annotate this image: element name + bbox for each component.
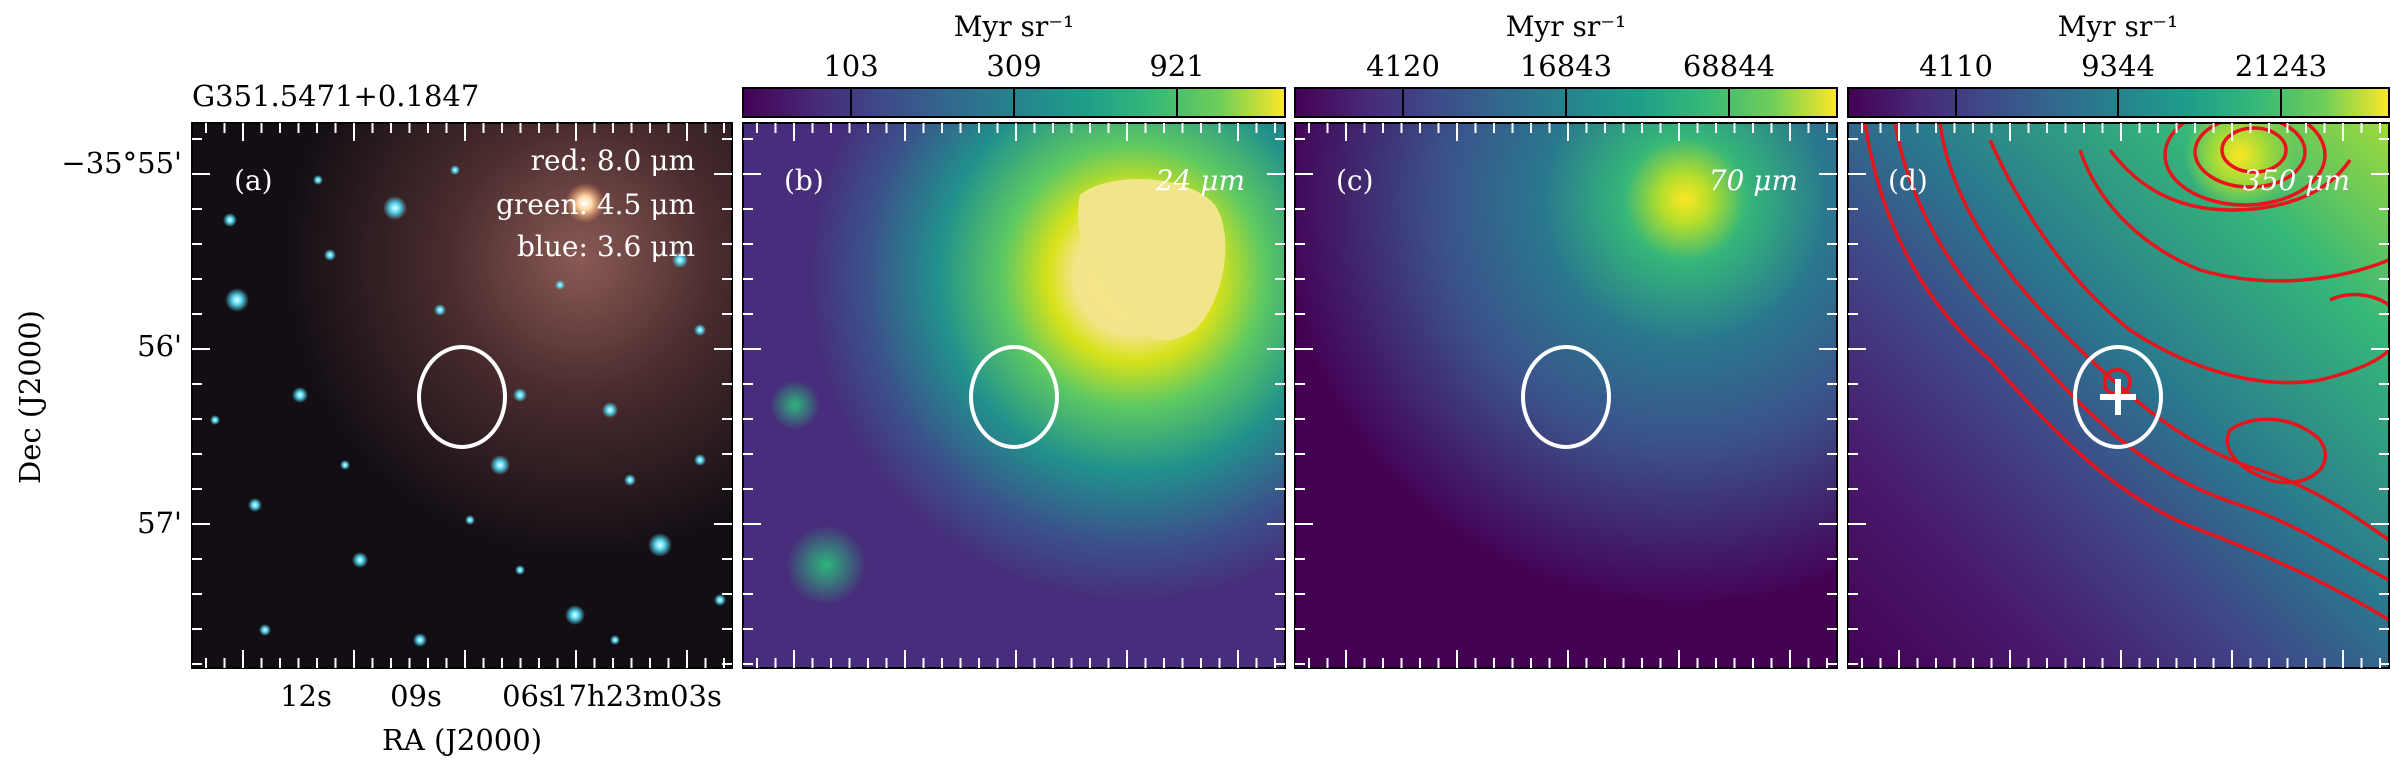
contours <box>1863 123 2389 622</box>
panel-b: (b) 24 μm <box>742 122 1286 669</box>
colorbar-tick-label: 9344 <box>2081 49 2155 83</box>
panel-c: (c) 70 μm <box>1294 122 1838 669</box>
panel-a-stars <box>210 165 726 647</box>
panel-a: (a) red: 8.0 μm green: 4.5 μm blue: 3.6 … <box>191 122 733 669</box>
panel-d: (d) 350 μm <box>1847 122 2390 669</box>
colorbar-b-unit: Myr sr⁻¹ <box>954 10 1075 43</box>
source-marker <box>2100 379 2136 415</box>
panel-a-label: (a) <box>234 164 273 197</box>
saturated-region <box>1078 178 1226 341</box>
panel-d-frame <box>1847 122 2390 669</box>
panel-c-frame <box>1294 122 1838 669</box>
ra-tick-label: 17h23m03s <box>550 679 722 713</box>
legend-green: green: 4.5 μm <box>496 188 695 221</box>
legend-blue: blue: 3.6 μm <box>517 230 695 263</box>
x-axis-label: RA (J2000) <box>382 723 542 757</box>
colorbars: Myr sr⁻¹ Myr sr⁻¹ Myr sr⁻¹ 103 309 921 4… <box>742 10 2390 118</box>
panel-a-frame <box>191 122 733 669</box>
panel-a-image <box>192 123 732 668</box>
panel-b-frame <box>742 122 1286 669</box>
colorbar-tick-label: 921 <box>1149 49 1204 83</box>
source-name: G351.5471+0.1847 <box>192 79 479 113</box>
colorbar-c-unit: Myr sr⁻¹ <box>1506 10 1627 43</box>
legend-red: red: 8.0 μm <box>531 144 695 177</box>
colorbar-tick-label: 21243 <box>2235 49 2327 83</box>
dec-tick-label: 56' <box>137 329 182 363</box>
panel-c-image <box>1295 123 1837 668</box>
colorbar-tick-label: 16843 <box>1520 49 1612 83</box>
panel-c-band: 70 μm <box>1709 164 1798 197</box>
dec-tick-label: 57' <box>137 506 182 540</box>
panel-d-label: (d) <box>1888 164 1928 197</box>
panel-b-band: 24 μm <box>1155 164 1245 197</box>
colorbar-tick-label: 4110 <box>1919 49 1993 83</box>
ra-tick-label: 12s <box>280 679 332 713</box>
ra-tick-label: 09s <box>390 679 442 713</box>
ra-tick-label: 06s <box>502 679 554 713</box>
source-ellipse <box>2073 345 2163 449</box>
source-ellipse <box>417 345 507 449</box>
source-ellipse <box>969 345 1059 449</box>
dec-tick-label: −35°55' <box>61 146 182 180</box>
colorbar-ticks <box>850 88 2282 117</box>
panel-b-label: (b) <box>784 164 824 197</box>
colorbar-tick-label: 4120 <box>1366 49 1440 83</box>
source-ellipse <box>1521 345 1611 449</box>
colorbar-tick-label: 68844 <box>1683 49 1775 83</box>
panel-c-label: (c) <box>1336 164 1374 197</box>
panel-d-band: 350 μm <box>2243 164 2350 197</box>
colorbar-tick-label: 309 <box>986 49 1041 83</box>
y-axis-label: Dec (J2000) <box>13 310 47 484</box>
frame-ticks <box>192 123 2389 668</box>
colorbar-d-unit: Myr sr⁻¹ <box>2058 10 2179 43</box>
colorbar-tick-label: 103 <box>823 49 878 83</box>
